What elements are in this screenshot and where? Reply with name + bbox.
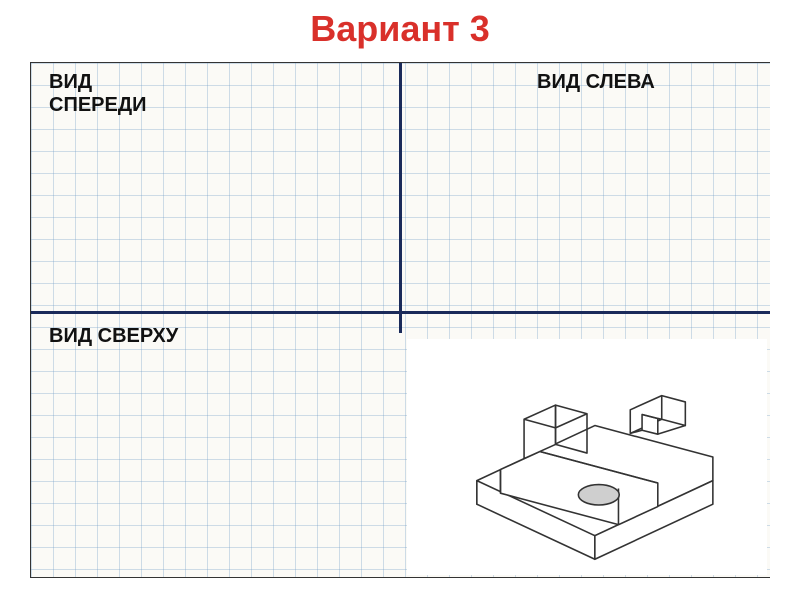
iso-edge-13 [662,396,686,426]
hole-ellipse [578,485,619,505]
label-top-view: ВИД СВЕРХУ [49,325,178,348]
isometric-drawing [407,339,767,575]
label-front-view: ВИДСПЕРЕДИ [49,71,146,117]
label-left-view: ВИД СЛЕВА [537,71,655,94]
iso-edge-18 [658,418,662,419]
isometric-panel [407,339,767,575]
iso-edge-10 [556,414,587,428]
drawing-frame: ВИДСПЕРЕДИ ВИД СЛЕВА ВИД СВЕРХУ [30,62,770,578]
iso-edge-16 [658,426,686,435]
divider-vertical [399,63,402,333]
page-title: Вариант 3 [0,0,800,50]
